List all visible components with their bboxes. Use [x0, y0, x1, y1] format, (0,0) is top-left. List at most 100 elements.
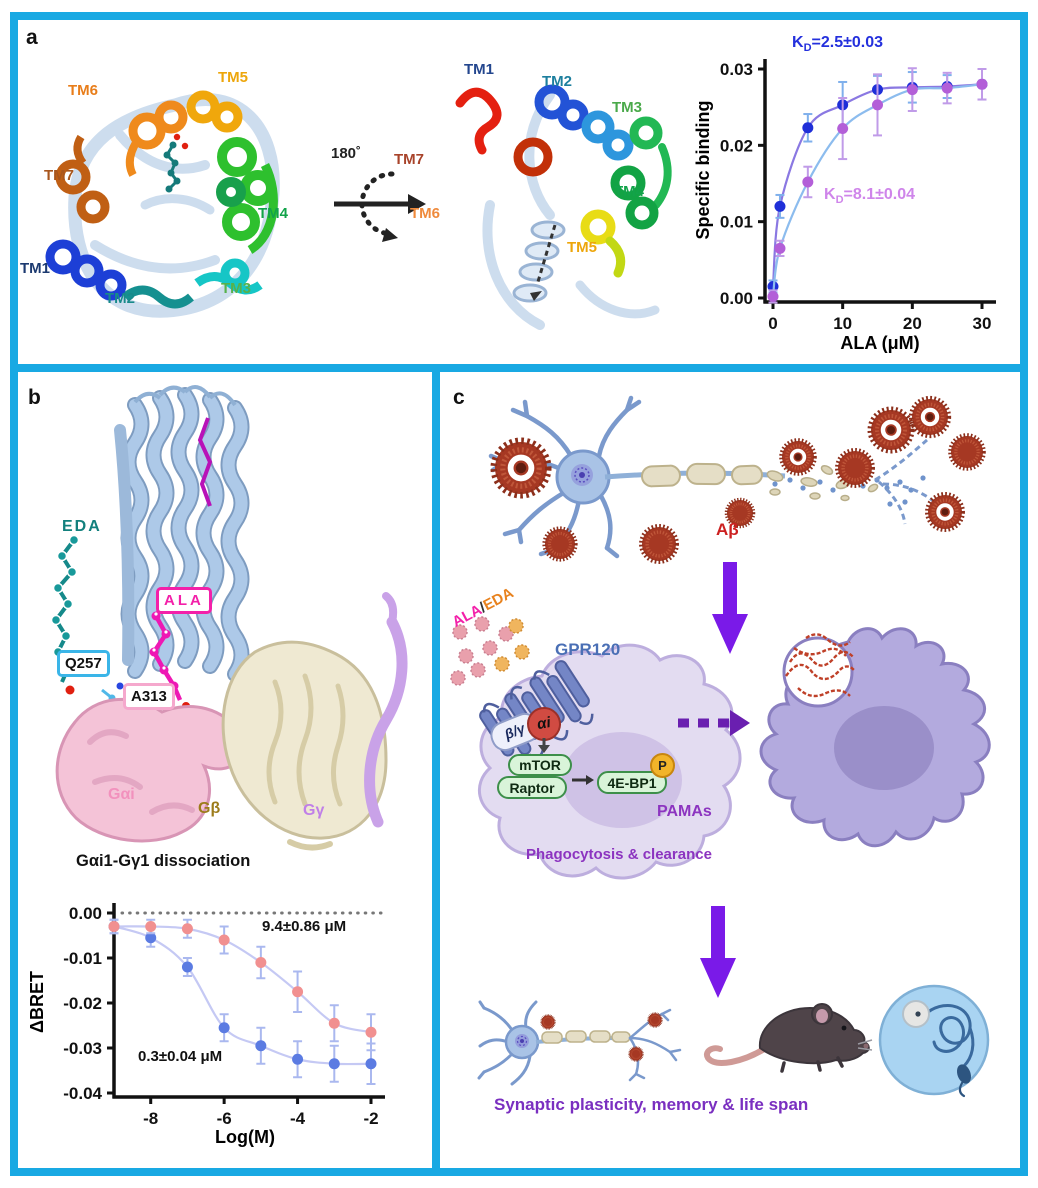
myelin-sheaths [641, 462, 763, 488]
tm6-label-left: TM6 [68, 82, 98, 99]
phagocytosing-microglia [759, 627, 991, 848]
svg-text:-0.03: -0.03 [63, 1039, 102, 1058]
panel-divider-vertical [432, 364, 440, 1170]
svg-text:10: 10 [833, 314, 852, 333]
receptor-backbone [68, 93, 280, 318]
panel-divider-horizontal [14, 364, 1024, 372]
phagocytosis-label: Phagocytosis & clearance [526, 846, 712, 863]
svg-text:-0.04: -0.04 [63, 1084, 102, 1103]
y-axis-label-binding: Specific binding [693, 100, 713, 240]
tm7-helix [455, 87, 553, 177]
kd-annotation-purple: KD=8.1±0.04 [824, 186, 916, 207]
tm3-helix [194, 258, 263, 295]
svg-text:-0.01: -0.01 [63, 949, 102, 968]
g-gamma-subunit [364, 592, 408, 828]
svg-text:0.00: 0.00 [69, 904, 102, 923]
svg-text:-8: -8 [143, 1109, 158, 1128]
abeta-label: Aβ [716, 520, 739, 539]
gpcr-rotated-structure [455, 84, 672, 330]
tm4-label-mid: TM4 [614, 183, 644, 200]
rotation-angle-label: 180˚ [331, 145, 362, 162]
bret-chart-title: Gαi1-Gγ1 dissociation [76, 852, 251, 870]
engulfed-abeta-tangle [785, 633, 855, 698]
mouse-illustration [704, 1003, 873, 1073]
nucleus [571, 464, 593, 486]
down-arrow-1 [712, 562, 748, 654]
tm4-helix [610, 165, 659, 230]
mtor-to-ebp1-arrow [572, 775, 594, 785]
y-axis-label-bret: ΔBRET [27, 971, 47, 1033]
bound-ligand [163, 133, 189, 193]
tm2-helix [581, 110, 634, 161]
ala-ligand-top [197, 417, 213, 507]
tm4-loop-helix [216, 137, 278, 254]
panel-b-letter: b [28, 386, 41, 409]
tm2-label-mid: TM2 [542, 73, 572, 90]
tm1-helix [45, 239, 127, 301]
raptor-node: Raptor [497, 776, 567, 799]
ai-to-mtor-arrow [538, 738, 550, 753]
tm7-label-mid: TM7 [394, 151, 424, 168]
worm-tail [958, 1081, 966, 1098]
worm-body [956, 1064, 972, 1084]
bret-dose-response-chart: -8 -6 -4 -2 0.00 -0.01 -0.02 -0.03 -0.04 [63, 903, 385, 1128]
svg-text:0.02: 0.02 [720, 136, 753, 155]
gpcr-gprotein-complex-structure [50, 385, 408, 851]
tm6-helix [125, 100, 188, 177]
binding-curve-chart: 0 10 20 30 0.00 0.01 0.02 0.03 [720, 59, 996, 333]
svg-text:-4: -4 [290, 1109, 306, 1128]
g-alpha-i-label: Gαi [108, 786, 135, 803]
mouse-whiskers [857, 1039, 873, 1051]
ligand-dots [450, 616, 530, 686]
synaptic-label: Synaptic plasticity, memory & life span [494, 1095, 809, 1114]
tm3-helix [629, 116, 672, 209]
tm2-label-left: TM2 [105, 290, 135, 307]
ebp1-node: 4E-BP1 [597, 771, 667, 794]
axon-terminals [628, 1008, 682, 1082]
worm-track [926, 1003, 975, 1068]
gpcr-topview-structure [45, 90, 280, 318]
eda-label: EDA [62, 518, 102, 535]
fragmented-branches [874, 438, 938, 525]
tm5-helix [186, 90, 243, 133]
healthy-neuron-illustration [477, 1000, 682, 1086]
microglia-nucleus [834, 706, 934, 790]
svg-text:30: 30 [973, 314, 992, 333]
mouse-tail [704, 1045, 769, 1066]
g-beta-subunit [221, 640, 388, 851]
ala-tag: ALA [156, 587, 212, 614]
svg-text:-6: -6 [217, 1109, 232, 1128]
helix8-lightblue [512, 220, 566, 303]
nucleus [515, 1034, 529, 1048]
q257-tag: Q257 [57, 650, 110, 677]
svg-text:0.01: 0.01 [720, 213, 753, 232]
mouse-eye [841, 1025, 847, 1031]
tm3-label-left: TM3 [221, 280, 251, 297]
svg-text:-2: -2 [363, 1109, 378, 1128]
g-beta-label: Gβ [198, 800, 221, 817]
down-arrow-2 [700, 906, 736, 998]
tm7-helix [55, 134, 110, 224]
mouse-nose [863, 1043, 869, 1049]
svg-text:0.00: 0.00 [720, 289, 753, 308]
tm1-helix [534, 84, 589, 131]
tm2-helix [122, 285, 194, 309]
a313-tag: A313 [123, 683, 175, 710]
rotation-arrow-icon [334, 171, 426, 242]
gpr120-label: GPR120 [555, 640, 621, 659]
mouse-inner-ear [816, 1009, 828, 1023]
tm5-helix [580, 209, 626, 278]
tm4-label-left: TM4 [258, 205, 288, 222]
tm7-label-left: TM7 [44, 167, 74, 184]
eda-ligand-chain [50, 534, 129, 711]
x-axis-label-logm: Log(M) [215, 1127, 275, 1147]
microglia-signaling-cell [450, 616, 742, 880]
g-gamma-label: Gγ [303, 802, 325, 819]
receptor-bundle [114, 385, 242, 674]
panel-a-letter: a [26, 26, 38, 49]
mouse-feet [780, 1056, 844, 1073]
myelin-sheaths [541, 1030, 631, 1044]
mtor-node: mTOR [508, 754, 572, 776]
tm5-label-left: TM5 [218, 69, 248, 86]
tm1-label-mid: TM1 [464, 61, 494, 78]
